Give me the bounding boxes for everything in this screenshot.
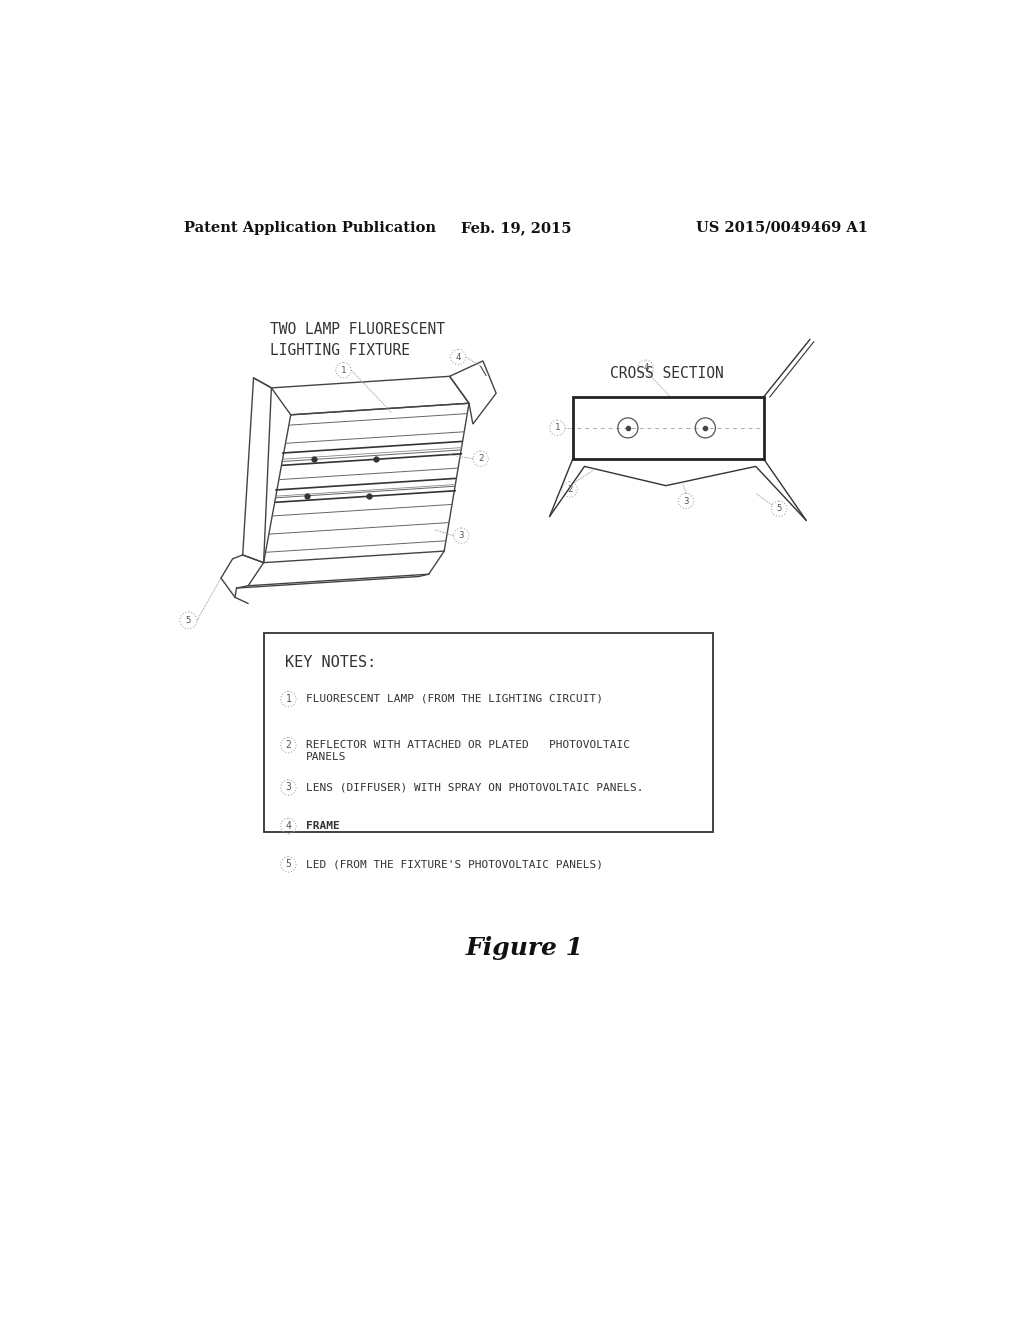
Text: 1: 1	[555, 424, 560, 433]
Text: 3: 3	[459, 531, 464, 540]
Text: KEY NOTES:: KEY NOTES:	[286, 655, 377, 671]
Bar	[572, 397, 764, 459]
Text: REFLECTOR WITH ATTACHED OR PLATED   PHOTOVOLTAIC
PANELS: REFLECTOR WITH ATTACHED OR PLATED PHOTOV…	[306, 739, 630, 762]
Text: 2: 2	[478, 454, 483, 463]
Text: Patent Application Publication: Patent Application Publication	[183, 220, 436, 235]
Text: 3: 3	[286, 783, 292, 792]
Text: 2: 2	[567, 484, 572, 494]
Text: LENS (DIFFUSER) WITH SPRAY ON PHOTOVOLTAIC PANELS.: LENS (DIFFUSER) WITH SPRAY ON PHOTOVOLTA…	[306, 781, 644, 792]
Text: 4: 4	[456, 352, 461, 362]
Text: 5: 5	[286, 859, 292, 870]
Text: 1: 1	[286, 694, 292, 704]
Text: 3: 3	[683, 496, 689, 506]
Text: Feb. 19, 2015: Feb. 19, 2015	[461, 220, 571, 235]
Text: FRAME: FRAME	[306, 821, 340, 830]
Text: 2: 2	[286, 741, 292, 750]
Text: FLUORESCENT LAMP (FROM THE LIGHTING CIRCUIT): FLUORESCENT LAMP (FROM THE LIGHTING CIRC…	[306, 693, 603, 704]
Text: 1: 1	[341, 366, 346, 375]
Text: TWO LAMP FLUORESCENT
LIGHTING FIXTURE: TWO LAMP FLUORESCENT LIGHTING FIXTURE	[270, 322, 444, 358]
Text: 5: 5	[185, 616, 191, 624]
Bar	[263, 634, 713, 832]
Text: CROSS SECTION: CROSS SECTION	[610, 367, 724, 381]
Text: LED (FROM THE FIXTURE'S PHOTOVOLTAIC PANELS): LED (FROM THE FIXTURE'S PHOTOVOLTAIC PAN…	[306, 859, 603, 869]
Text: 4: 4	[643, 363, 648, 372]
Text: US 2015/0049469 A1: US 2015/0049469 A1	[696, 220, 868, 235]
Text: Figure 1: Figure 1	[466, 936, 584, 960]
Text: 4: 4	[286, 821, 292, 832]
Text: 5: 5	[776, 504, 781, 513]
